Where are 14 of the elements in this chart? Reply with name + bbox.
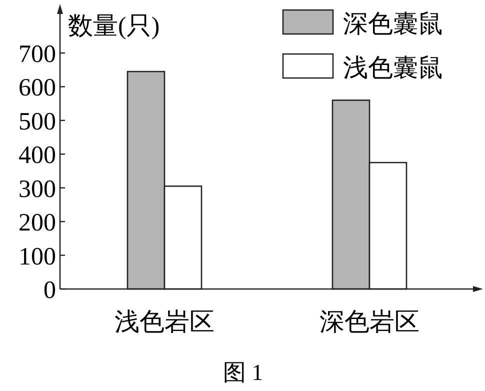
legend-label: 浅色囊鼠 bbox=[343, 55, 443, 82]
y-tick-label: 400 bbox=[18, 142, 56, 170]
y-tick-label: 700 bbox=[18, 41, 56, 68]
y-axis-title: 数量(只) bbox=[68, 13, 160, 40]
y-tick-label: 500 bbox=[18, 108, 56, 136]
caption: 图 1 bbox=[222, 360, 264, 385]
y-tick-label: 0 bbox=[44, 277, 56, 304]
x-tick-label: 深色岩区 bbox=[320, 309, 420, 336]
x-tick-label: 浅色岩区 bbox=[114, 309, 214, 336]
y-tick-label: 100 bbox=[18, 243, 56, 270]
y-tick-label: 200 bbox=[18, 210, 56, 237]
legend-label: 深色囊鼠 bbox=[343, 11, 443, 38]
y-tick-label: 300 bbox=[18, 176, 56, 203]
y-tick-label: 600 bbox=[18, 74, 56, 102]
